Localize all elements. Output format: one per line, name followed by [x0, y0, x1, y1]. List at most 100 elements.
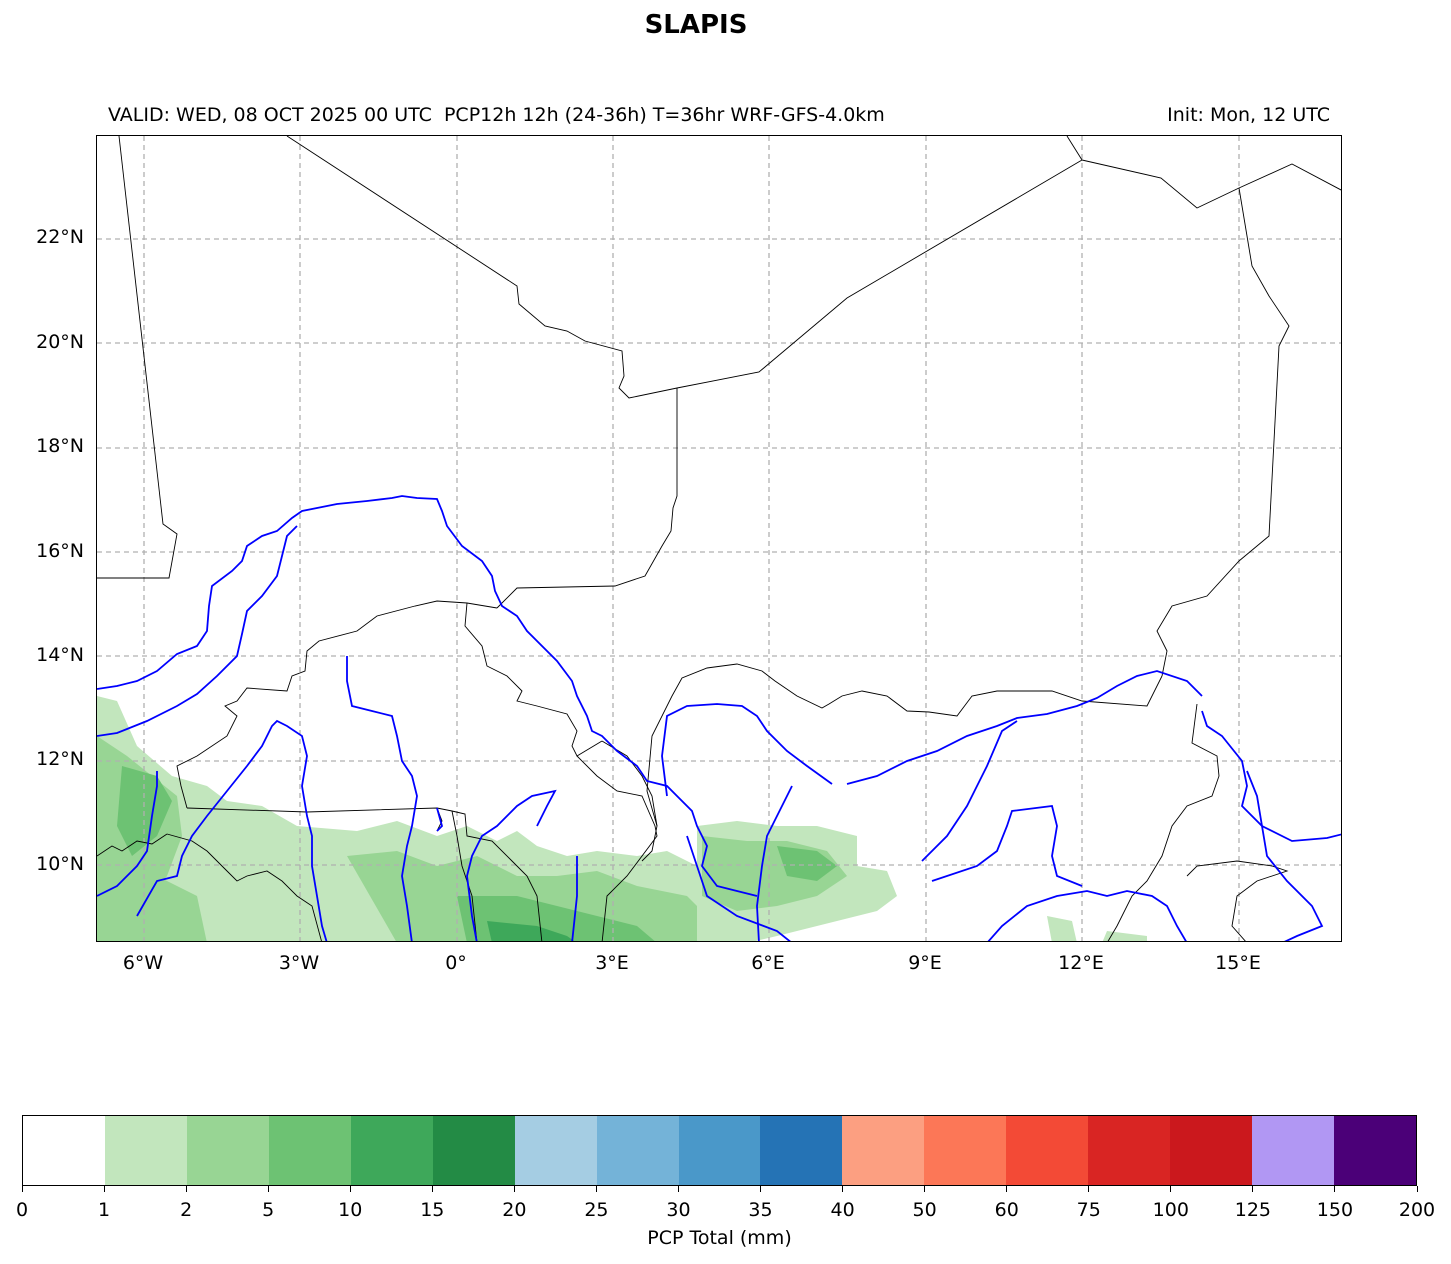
rivers	[97, 495, 1341, 941]
border-coastal-west	[97, 833, 168, 857]
colorbar-tick-label: 125	[1234, 1199, 1272, 1221]
colorbar-tick-label: 2	[180, 1199, 193, 1221]
border-chad-cameroon	[1186, 860, 1289, 941]
precipitation-map	[96, 135, 1342, 942]
colorbar-segment	[1088, 1116, 1171, 1185]
river-bani	[97, 771, 158, 897]
colorbar	[22, 1115, 1417, 1186]
colorbar-segment	[514, 1116, 597, 1185]
border-algeria-mali	[286, 136, 1083, 399]
colorbar-segment	[104, 1116, 187, 1185]
river-white-volta	[346, 656, 418, 941]
river-niger	[97, 495, 758, 897]
colorbar-tick-label: 25	[584, 1199, 609, 1221]
colorbar-tick-mark	[349, 1186, 351, 1192]
colorbar-segment	[842, 1116, 925, 1185]
border-nigeria-cameroon	[1107, 703, 1220, 941]
border-niger-south	[646, 663, 1163, 827]
colorbar-tick-mark	[1006, 1186, 1008, 1192]
colorbar-tick-mark	[760, 1186, 762, 1192]
colorbar-segment	[350, 1116, 433, 1185]
river-kaduna	[686, 835, 791, 941]
colorbar-tick-mark	[185, 1186, 187, 1192]
precip-area-east-core	[777, 846, 837, 881]
colorbar-segment	[1006, 1116, 1089, 1185]
border-burkina-niger	[464, 602, 603, 757]
river-oti	[436, 807, 444, 832]
lat-label-12n: 12°N	[36, 748, 84, 770]
river-niger-lower	[466, 789, 557, 941]
valid-time-subtitle: VALID: WED, 08 OCT 2025 00 UTC PCP12h 12…	[108, 104, 885, 126]
precip-area-west-south	[97, 856, 207, 941]
lat-label-18n: 18°N	[36, 435, 84, 457]
colorbar-label: PCP Total (mm)	[647, 1227, 792, 1249]
border-niger-chad	[1156, 187, 1290, 677]
colorbar-tick-label: 1	[98, 1199, 111, 1221]
border-mauritania-mali	[97, 136, 178, 579]
border-algeria-libya	[1081, 159, 1341, 209]
precip-area-southeast	[1047, 916, 1077, 941]
river-rima	[661, 703, 833, 797]
colorbar-tick-label: 200	[1398, 1199, 1436, 1221]
chart-title: SLAPIS	[644, 10, 748, 40]
colorbar-tick-label: 0	[15, 1199, 29, 1221]
lon-label-12e: 12°E	[1058, 952, 1104, 974]
colorbar-tick-label: 20	[502, 1199, 527, 1221]
border-togo-benin	[436, 807, 543, 941]
colorbar-tick-label: 30	[666, 1199, 691, 1221]
colorbar-segment	[596, 1116, 679, 1185]
river-hadejia	[921, 720, 1018, 862]
colorbar-tick-mark	[677, 1186, 679, 1192]
colorbar-tick-label: 50	[912, 1199, 937, 1221]
colorbar-segment	[1170, 1116, 1253, 1185]
colorbar-segment	[924, 1116, 1007, 1185]
colorbar-tick-mark	[1334, 1186, 1336, 1192]
colorbar-tick-mark	[267, 1186, 269, 1192]
colorbar-tick-label: 35	[748, 1199, 773, 1221]
lon-label-9e: 9°E	[908, 952, 942, 974]
border-benin-nigeria	[576, 755, 658, 941]
border-burkina-ivory	[166, 833, 322, 941]
river-sokoto	[756, 785, 793, 941]
map-canvas	[97, 136, 1341, 941]
river-gongola	[931, 805, 1083, 887]
colorbar-tick-label: 5	[262, 1199, 275, 1221]
colorbar-tick-mark	[595, 1186, 597, 1192]
precipitation-field	[97, 696, 1147, 941]
lat-label-10n: 10°N	[36, 853, 84, 875]
precip-area-southeast-2	[1102, 931, 1147, 941]
colorbar-segment	[1334, 1116, 1416, 1185]
colorbar-segment	[760, 1116, 843, 1185]
lon-label-6w: 6°W	[122, 952, 164, 974]
colorbar-tick-mark	[103, 1186, 105, 1192]
colorbar-tick-label: 75	[1076, 1199, 1101, 1221]
lon-label-15e: 15°E	[1215, 952, 1261, 974]
precip-area-central-mid	[347, 851, 735, 941]
lat-label-16n: 16°N	[36, 540, 84, 562]
lat-label-22n: 22°N	[36, 226, 84, 248]
colorbar-segment	[186, 1116, 269, 1185]
border-ghana-togo	[451, 810, 478, 941]
river-yobe	[846, 670, 1203, 785]
colorbar-tick-mark	[21, 1186, 23, 1192]
colorbar-tick-label: 15	[420, 1199, 445, 1221]
colorbar-tick-label: 60	[994, 1199, 1019, 1221]
graticule	[97, 136, 1341, 941]
border-mali-burkina	[176, 600, 498, 809]
lon-label-3w: 3°W	[278, 952, 320, 974]
colorbar-segment	[1252, 1116, 1334, 1185]
border-niger-nigeria	[601, 740, 658, 862]
river-logone	[1201, 710, 1341, 842]
lon-label-3e: 3°E	[595, 952, 629, 974]
colorbar-tick-mark	[1088, 1186, 1090, 1192]
colorbar-tick-label: 40	[830, 1199, 855, 1221]
lon-label-6e: 6°E	[751, 952, 785, 974]
border-mali-niger	[496, 388, 678, 609]
river-benue	[987, 890, 1187, 941]
river-niger-inner	[97, 525, 298, 737]
colorbar-segment	[432, 1116, 515, 1185]
colorbar-tick-mark	[1170, 1186, 1172, 1192]
colorbar-segment	[268, 1116, 351, 1185]
river-chari	[1246, 770, 1324, 941]
colorbar-tick-mark	[1252, 1186, 1254, 1192]
